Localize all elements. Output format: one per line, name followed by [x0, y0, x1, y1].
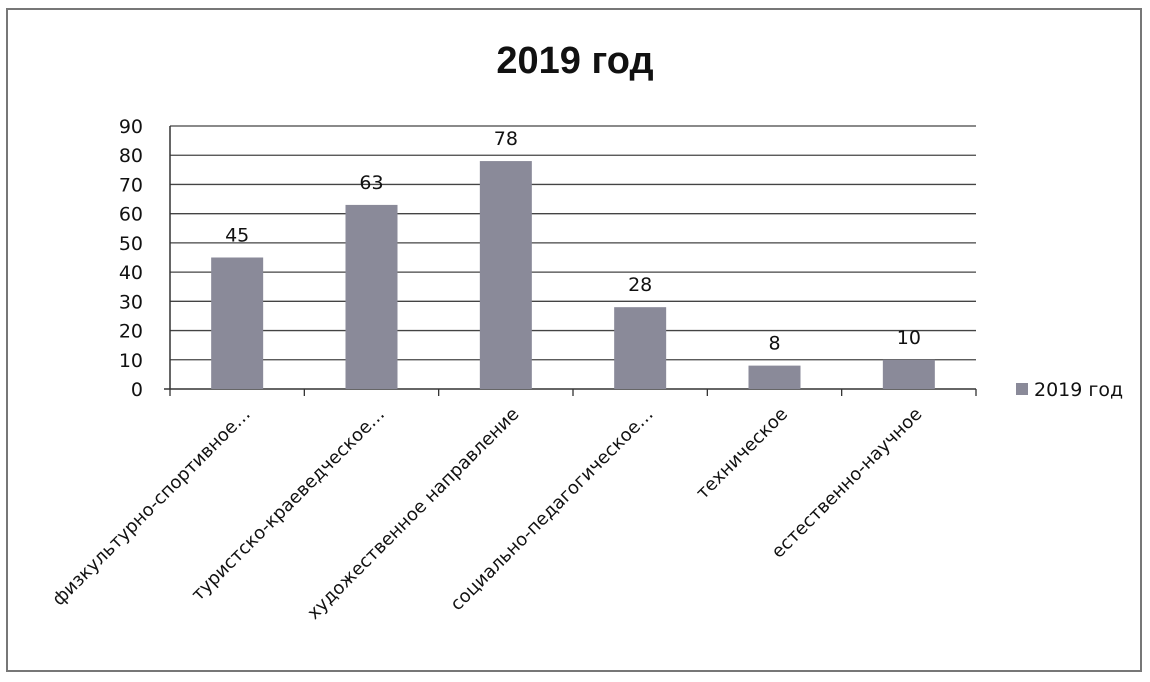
- bar: [479, 161, 532, 389]
- bar: [748, 365, 801, 389]
- chart-title: 2019 год: [496, 40, 654, 82]
- x-category-label: естественно-научное: [768, 404, 927, 563]
- data-label: 78: [494, 128, 518, 150]
- legend-label: 2019 год: [1034, 379, 1123, 401]
- y-tick-label: 20: [119, 321, 143, 343]
- bar: [614, 307, 667, 389]
- y-tick-label: 80: [119, 145, 143, 167]
- y-tick-label: 0: [131, 379, 143, 401]
- x-category-label: техническое: [692, 404, 792, 504]
- y-tick-label: 70: [119, 174, 143, 196]
- y-tick-label: 10: [119, 350, 143, 372]
- legend-swatch: [1016, 383, 1028, 395]
- bar: [211, 257, 264, 389]
- y-tick-label: 30: [119, 291, 143, 313]
- bar: [882, 359, 935, 389]
- data-label: 10: [897, 327, 921, 349]
- data-label: 8: [768, 333, 780, 355]
- bar: [345, 204, 398, 389]
- data-label: 63: [359, 172, 383, 194]
- y-tick-label: 40: [119, 262, 143, 284]
- x-category-label: художественное направление: [303, 404, 523, 624]
- chart-frame: [6, 8, 1142, 672]
- data-label: 28: [628, 274, 652, 296]
- data-label: 45: [225, 225, 249, 247]
- y-tick-label: 50: [119, 233, 143, 255]
- y-tick-label: 60: [119, 204, 143, 226]
- y-tick-label: 90: [119, 116, 143, 138]
